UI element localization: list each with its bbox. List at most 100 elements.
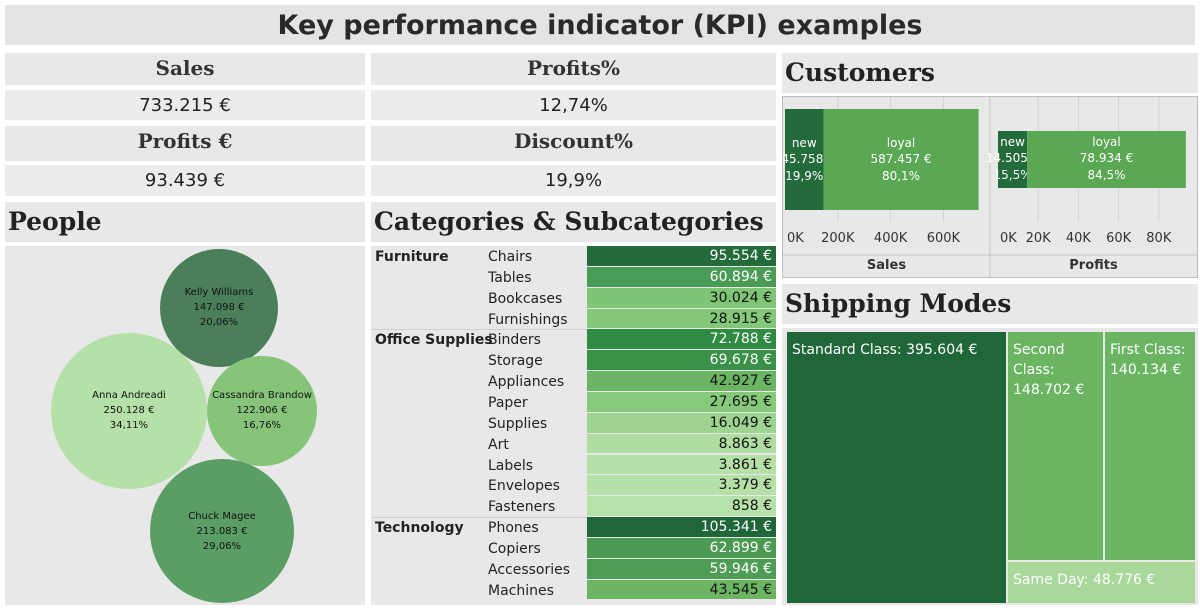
kpi-profits-pct-value: 12,74%	[371, 90, 776, 120]
bubble-pct: 34,11%	[110, 420, 148, 431]
subcategory-sales-cell[interactable]: 27.695 €	[587, 391, 776, 413]
categories-title: Categories & Subcategories	[374, 207, 764, 236]
shipping-title: Shipping Modes	[785, 289, 1012, 318]
segment-label: loyal	[1092, 135, 1120, 149]
kpi-discount-value: 19,9%	[371, 165, 776, 196]
page-title: Key performance indicator (KPI) examples	[5, 5, 1195, 45]
subcategory-sales-cell[interactable]: 59.946 €	[587, 558, 776, 580]
subcategory-label: Supplies	[488, 415, 548, 432]
subcategory-sales-cell[interactable]: 43.545 €	[587, 579, 776, 601]
category-label: Technology	[375, 520, 464, 537]
category-label: Furniture	[375, 249, 449, 265]
subcategory-label: Paper	[488, 394, 528, 411]
bar-segment-new[interactable]	[785, 109, 824, 210]
bubble-value: 122.906 €	[237, 405, 288, 416]
subcategory-label: Binders	[488, 332, 541, 349]
axis-tick-label: 80K	[1146, 231, 1172, 246]
category-label: Office Supplies	[375, 332, 493, 349]
axis-tick-label: 200K	[821, 231, 855, 246]
subcategory-sales-cell[interactable]: 62.899 €	[587, 537, 776, 559]
axis-tick-label: 0K	[787, 231, 804, 246]
shipping-treemap: Standard Class: 395.604 € Second Class: …	[782, 328, 1198, 605]
subcategory-label: Phones	[488, 520, 539, 537]
segment-pct: 84,5%	[1087, 168, 1125, 182]
treemap-second-class[interactable]: Second Class: 148.702 €	[1006, 330, 1105, 563]
customers-bar-charts: 0K 200K 400K 600K Sales new 145.758 € 19,9% loya…	[774, 97, 1197, 277]
axis-tick-label: 600K	[927, 231, 961, 246]
segment-label: loyal	[887, 136, 915, 150]
axis-tick-label: 20K	[1026, 231, 1052, 246]
subcategory-sales-cell[interactable]: 30.024 €	[587, 287, 776, 309]
customers-title: Customers	[785, 58, 935, 87]
segment-label: new	[792, 136, 817, 150]
categories-header: Categories & Subcategories	[371, 202, 776, 242]
bubble-name: Cassandra Brandow	[212, 390, 312, 401]
subcategory-sales-cell[interactable]: 42.927 €	[587, 371, 776, 392]
subcategory-label: Storage	[488, 353, 543, 370]
bubble-value: 250.128 €	[104, 405, 155, 416]
kpi-sales-label: Sales	[5, 53, 365, 85]
bubble-name: Kelly Williams	[185, 287, 254, 298]
bubble-pct: 20,06%	[200, 317, 238, 328]
categories-table: Furniture Chairs 95.554 € Tables 60.894 € Boo…	[371, 246, 776, 605]
subcategory-sales-cell[interactable]: 105.341 €	[587, 517, 776, 538]
bubble-anna-andreadi[interactable]: Anna Andreadi 250.128 € 34,11%	[51, 333, 207, 489]
axis-tick-label: 0K	[1000, 231, 1017, 246]
shipping-header: Shipping Modes	[782, 284, 1198, 324]
group-divider	[371, 517, 587, 519]
subcategory-sales-cell[interactable]: 72.788 €	[587, 329, 776, 351]
segment-value: 14.505 €	[986, 151, 1039, 165]
subcategory-label: Tables	[488, 269, 532, 286]
segment-pct: 80,1%	[882, 169, 920, 183]
bubble-name: Anna Andreadi	[92, 390, 166, 401]
people-title: People	[8, 207, 102, 236]
people-panel: Kelly Williams 147.098 € 20,06% Anna And…	[5, 246, 365, 605]
subcategory-label: Copiers	[488, 540, 541, 557]
customers-header: Customers	[782, 53, 1198, 93]
subcategory-sales-cell[interactable]: 16.049 €	[587, 412, 776, 434]
subcategory-sales-cell[interactable]: 69.678 €	[587, 350, 776, 372]
subcategory-sales-cell[interactable]: 858 €	[587, 496, 776, 518]
subcategory-sales-cell[interactable]: 3.861 €	[587, 454, 776, 476]
axis-tick-label: 60K	[1106, 231, 1132, 246]
axis-title: Profits	[1069, 258, 1118, 273]
subcategory-label: Chairs	[488, 249, 533, 265]
treemap-same-day[interactable]: Same Day: 48.776 €	[1006, 560, 1197, 605]
subcategory-label: Machines	[488, 582, 554, 599]
bubble-kelly-williams[interactable]: Kelly Williams 147.098 € 20,06%	[160, 249, 278, 367]
bubble-value: 147.098 €	[194, 302, 245, 313]
subcategory-label: Accessories	[488, 561, 571, 578]
kpi-sales-value: 733.215 €	[5, 90, 365, 120]
bar-segment-loyal[interactable]	[823, 109, 979, 210]
subcategory-label: Appliances	[488, 374, 565, 391]
people-bubble-chart: Kelly Williams 147.098 € 20,06% Anna And…	[51, 249, 317, 603]
group-divider	[371, 329, 587, 331]
kpi-profits-eur-value: 93.439 €	[5, 165, 365, 196]
axis-tick-label: 40K	[1066, 231, 1092, 246]
subcategory-sales-cell[interactable]: 28.915 €	[587, 308, 776, 330]
subcategory-label: Labels	[488, 457, 534, 474]
bubble-cassandra-brandow[interactable]: Cassandra Brandow 122.906 € 16,76%	[207, 356, 317, 466]
kpi-discount-label: Discount%	[371, 126, 776, 161]
axis-title: Sales	[867, 258, 906, 273]
kpi-profits-eur-label: Profits €	[5, 126, 365, 161]
bubble-chuck-magee[interactable]: Chuck Magee 213.083 € 29,06%	[150, 459, 294, 603]
subcategory-label: Furnishings	[488, 311, 568, 328]
kpi-profits-pct-label: Profits%	[371, 53, 776, 85]
treemap-standard-class[interactable]: Standard Class: 395.604 €	[785, 330, 1009, 605]
subcategory-sales-cell[interactable]: 3.379 €	[587, 475, 776, 497]
bubble-pct: 29,06%	[203, 541, 241, 552]
subcategory-sales-cell[interactable]: 60.894 €	[587, 266, 776, 288]
people-header: People	[5, 202, 365, 242]
bar-segment-loyal[interactable]	[1027, 131, 1186, 188]
customers-panel: 0K 200K 400K 600K Sales new 145.758 € 19,9% loya…	[774, 96, 1198, 278]
bubble-name: Chuck Magee	[188, 511, 256, 522]
subcategory-label: Fasteners	[488, 499, 556, 516]
treemap-first-class[interactable]: First Class: 140.134 €	[1103, 330, 1197, 563]
subcategory-sales-cell[interactable]: 8.863 €	[587, 433, 776, 455]
subcategory-label: Bookcases	[488, 290, 563, 307]
subcategory-sales-cell[interactable]: 95.554 €	[587, 246, 776, 267]
bar-segment-new[interactable]	[998, 131, 1028, 188]
subcategory-label: Art	[488, 436, 509, 453]
segment-value: 78.934 €	[1080, 151, 1133, 165]
